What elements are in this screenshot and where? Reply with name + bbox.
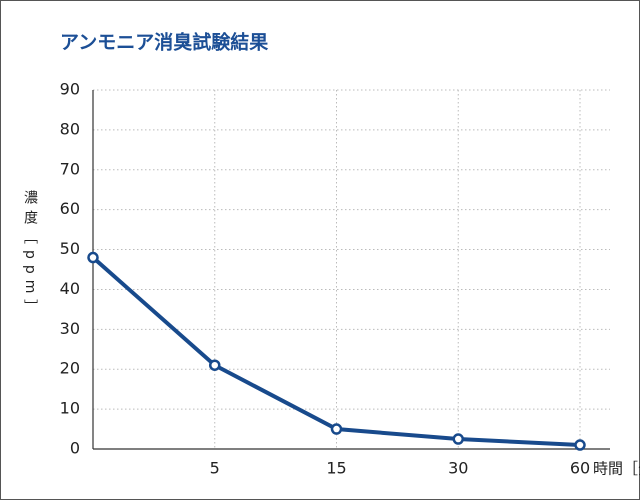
y-tick-label: 80 <box>60 119 80 138</box>
y-tick-label: 40 <box>60 279 80 298</box>
point <box>87 251 99 264</box>
y-tick-label: 50 <box>60 239 80 258</box>
x-tick-label: 60 <box>570 459 590 478</box>
chart-title: アンモニア消臭試験結果 <box>60 31 268 54</box>
y-tick-label: 30 <box>60 319 80 338</box>
x-tick-label: 15 <box>326 459 346 478</box>
y-tick-label: 60 <box>60 199 80 218</box>
point <box>330 423 343 435</box>
y-tick-label: 10 <box>60 399 80 418</box>
x-tick-label: 5 <box>210 459 220 478</box>
y-axis-label: 濃度［ppm］ <box>22 190 38 319</box>
y-tick-label: 90 <box>60 80 80 99</box>
y-tick-label: 70 <box>60 159 80 178</box>
x-axis-label: 時間［分］ <box>593 460 640 478</box>
point <box>452 433 464 445</box>
point <box>574 439 586 451</box>
y-tick-label: 20 <box>60 359 80 378</box>
x-tick-label: 30 <box>448 459 468 478</box>
point <box>209 359 221 371</box>
y-tick-label: 0 <box>70 439 80 458</box>
